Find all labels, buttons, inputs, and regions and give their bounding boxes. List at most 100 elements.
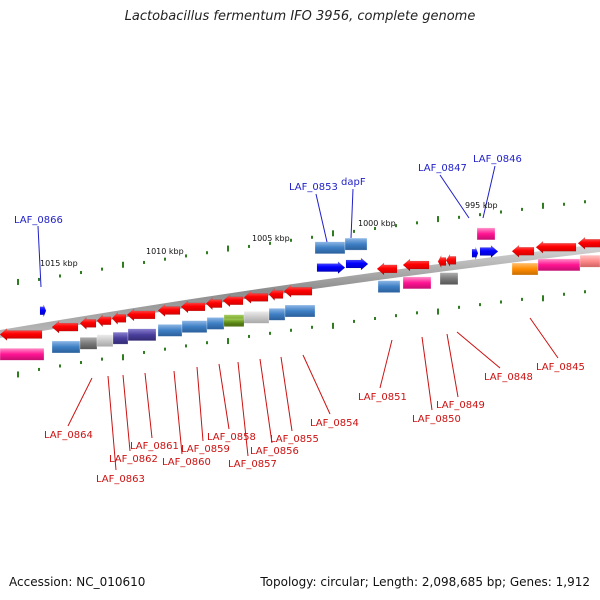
reverse-gene-arrow[interactable] (180, 300, 206, 314)
forward-gene-arrow[interactable] (345, 257, 369, 271)
leader-line (218, 363, 230, 430)
outer-tick (227, 245, 229, 252)
inner-tick (542, 295, 544, 302)
forward-gene-arrow[interactable] (471, 247, 479, 260)
cog-category-block (157, 324, 183, 337)
gene-label-laf_0866[interactable]: LAF_0866 (14, 215, 63, 226)
reverse-gene-arrow[interactable] (0, 327, 43, 341)
outer-tick (38, 277, 40, 281)
cog-category-block (439, 272, 459, 285)
gene-label-laf_0848[interactable]: LAF_0848 (484, 372, 533, 383)
kbp-scale-label: 995 kbp (465, 201, 498, 210)
leader-line (446, 333, 459, 398)
leader-line (37, 225, 42, 288)
reverse-gene-arrow[interactable] (243, 290, 269, 304)
cog-category-block (579, 254, 600, 268)
inner-tick (101, 357, 103, 361)
outer-tick (500, 210, 502, 214)
kbp-scale-label: 1005 kbp (252, 234, 290, 243)
gene-features (0, 227, 600, 361)
gene-label-laf_0857[interactable]: LAF_0857 (228, 459, 277, 470)
reverse-gene-arrow[interactable] (535, 240, 577, 254)
reverse-gene-arrow[interactable] (205, 297, 223, 311)
leader-line (280, 356, 293, 432)
inner-tick (143, 350, 145, 354)
outer-tick (584, 200, 586, 204)
gene-labels: 1015 kbp 1010 kbp 1005 kbp 1000 kbp 995 kbp L… (14, 154, 585, 485)
cog-category-block (402, 276, 432, 290)
forward-gene-arrow[interactable] (39, 304, 47, 317)
reverse-gene-arrow[interactable] (51, 320, 79, 334)
gene-label-laf_0850[interactable]: LAF_0850 (412, 414, 461, 425)
gene-label-laf_0864[interactable]: LAF_0864 (44, 430, 93, 441)
cog-category-block (268, 308, 286, 321)
leader-line (237, 361, 249, 457)
inner-tick (38, 367, 40, 371)
gene-label-laf_0862[interactable]: LAF_0862 (109, 454, 158, 465)
gene-label-laf_0849[interactable]: LAF_0849 (436, 400, 485, 411)
outer-tick (206, 251, 208, 255)
gene-label-laf_0851[interactable]: LAF_0851 (358, 392, 407, 403)
gene-label-laf_0856[interactable]: LAF_0856 (250, 446, 299, 457)
cog-category-block (377, 280, 401, 293)
gene-label-laf_0846[interactable]: LAF_0846 (473, 154, 522, 165)
leader-line (379, 339, 393, 389)
outer-tick (59, 274, 61, 278)
tick-marks (17, 200, 586, 378)
outer-tick (416, 221, 418, 225)
reverse-gene-arrow[interactable] (268, 287, 284, 302)
gene-label-laf_0847[interactable]: LAF_0847 (418, 163, 467, 174)
gene-label-laf_0861[interactable]: LAF_0861 (130, 441, 179, 452)
inner-tick (500, 300, 502, 304)
leader-line (421, 336, 433, 411)
gene-label-dapf[interactable]: dapF (341, 177, 366, 188)
gene-label-laf_0853[interactable]: LAF_0853 (289, 182, 338, 193)
leader-line (107, 375, 117, 471)
reverse-gene-arrow[interactable] (577, 236, 600, 250)
reverse-gene-arrow[interactable] (157, 303, 181, 318)
reverse-gene-arrow[interactable] (437, 255, 447, 268)
reverse-gene-arrow[interactable] (79, 316, 97, 330)
outer-tick (437, 216, 439, 223)
leader-line (315, 193, 328, 243)
forward-gene-arrow[interactable] (479, 244, 499, 259)
reverse-gene-arrow[interactable] (376, 262, 398, 276)
cog-category-block (537, 258, 581, 272)
cog-category-block (112, 331, 129, 345)
inner-tick (521, 297, 523, 301)
gene-label-laf_0854[interactable]: LAF_0854 (310, 418, 359, 429)
inner-tick (353, 319, 355, 323)
reverse-gene-arrow[interactable] (111, 311, 127, 326)
inner-tick (122, 354, 124, 361)
inner-tick (164, 347, 166, 351)
leader-line (456, 331, 501, 369)
gene-label-laf_0859[interactable]: LAF_0859 (181, 444, 230, 455)
reverse-gene-arrow[interactable] (511, 244, 535, 258)
reverse-gene-arrow[interactable] (96, 314, 112, 328)
cog-category-block (511, 262, 539, 276)
cog-category-block (314, 241, 346, 254)
leader-line (144, 372, 153, 439)
inner-tick (458, 305, 460, 309)
kbp-scale-label: 1010 kbp (146, 247, 184, 256)
gene-label-laf_0845[interactable]: LAF_0845 (536, 362, 585, 373)
reverse-gene-arrow[interactable] (402, 258, 430, 272)
cog-category-block (96, 334, 114, 347)
reverse-gene-arrow[interactable] (222, 294, 244, 308)
outer-tick (332, 230, 334, 237)
cog-category-block (243, 311, 270, 324)
gene-label-laf_0863[interactable]: LAF_0863 (96, 474, 145, 485)
gene-label-laf_0858[interactable]: LAF_0858 (207, 432, 256, 443)
reverse-gene-arrow[interactable] (445, 253, 457, 268)
reverse-gene-arrow[interactable] (283, 284, 313, 298)
forward-gene-arrow[interactable] (316, 261, 346, 275)
cog-category-block (181, 320, 208, 333)
label-leader-lines (37, 165, 559, 471)
inner-tick (227, 338, 229, 345)
inner-tick (269, 331, 271, 335)
leader-line (482, 165, 496, 219)
outer-tick (269, 241, 271, 245)
gene-label-laf_0860[interactable]: LAF_0860 (162, 457, 211, 468)
reverse-gene-arrow[interactable] (126, 308, 156, 322)
gene-label-laf_0855[interactable]: LAF_0855 (270, 434, 319, 445)
